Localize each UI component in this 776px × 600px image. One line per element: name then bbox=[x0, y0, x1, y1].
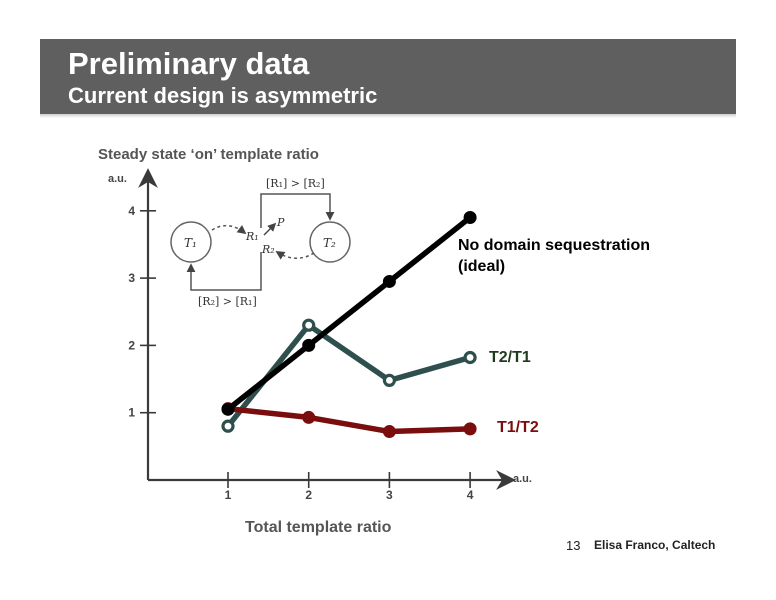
data-point bbox=[463, 422, 477, 436]
x-tick-label: 4 bbox=[467, 488, 474, 502]
series-label: T1/T2 bbox=[497, 419, 539, 436]
data-point bbox=[382, 274, 396, 288]
y-axis-unit: a.u. bbox=[108, 173, 127, 185]
inset-p-arrow bbox=[263, 222, 277, 236]
series-line bbox=[225, 405, 473, 435]
series-labels: No domain sequestration (ideal) T2/T1 T1/T2 bbox=[458, 237, 650, 436]
y-tick-label: 4 bbox=[128, 204, 135, 218]
y-tick-label: 3 bbox=[128, 271, 135, 285]
data-point bbox=[463, 211, 477, 225]
data-point bbox=[221, 402, 235, 416]
y-tick-label: 1 bbox=[128, 406, 135, 420]
x-axis-label: Total template ratio bbox=[245, 519, 392, 536]
banner-shadow bbox=[40, 114, 736, 118]
x-tick-label: 2 bbox=[305, 488, 312, 502]
data-point bbox=[382, 425, 396, 439]
page-number: 13 bbox=[566, 538, 581, 553]
axis-ticks: 1 2 3 4 1 2 3 4 bbox=[128, 204, 473, 502]
data-point bbox=[463, 350, 477, 365]
inset-r2-label: R₂ bbox=[261, 243, 275, 256]
author: Elisa Franco, Caltech bbox=[594, 538, 716, 552]
series-label: No domain sequestration (ideal) bbox=[458, 237, 650, 275]
inset-node-left bbox=[170, 221, 212, 263]
inset-node-right bbox=[309, 221, 351, 263]
inset-node-left-label: T₁ bbox=[184, 236, 197, 250]
slide-title: Preliminary data bbox=[68, 46, 310, 81]
title-banner bbox=[40, 39, 736, 114]
inset-r1-label: R₁ bbox=[245, 230, 259, 243]
series-line bbox=[225, 214, 473, 413]
inset-bottom-arrow bbox=[186, 252, 262, 291]
series-label: T2/T1 bbox=[489, 349, 531, 366]
x-tick-label: 3 bbox=[386, 488, 393, 502]
data-point bbox=[382, 373, 396, 387]
inset-dashed-arrow-right bbox=[275, 251, 315, 260]
data-point bbox=[302, 318, 316, 332]
y-tick-label: 2 bbox=[128, 338, 135, 352]
inset-diagram: T₁ T₂ [R₁] > [R₂] [R₂] > [R₁] R₁ R₂ P bbox=[170, 177, 351, 308]
inset-top-arrow bbox=[260, 193, 335, 228]
chart-title: Steady state ‘on’ template ratio bbox=[98, 146, 319, 163]
data-point bbox=[302, 338, 316, 352]
x-axis-unit: a.u. bbox=[513, 473, 532, 485]
inset-p-label: P bbox=[276, 216, 285, 229]
x-tick-label: 1 bbox=[225, 488, 232, 502]
inset-bottom-label: [R₂] > [R₁] bbox=[198, 295, 257, 308]
inset-node-right-label: T₂ bbox=[323, 236, 336, 250]
inset-dashed-arrow-left bbox=[211, 224, 247, 235]
slide-subtitle: Current design is asymmetric bbox=[68, 83, 378, 108]
inset-top-label: [R₁] > [R₂] bbox=[266, 177, 325, 190]
data-point bbox=[302, 410, 316, 424]
series-layer bbox=[221, 211, 477, 439]
data-point bbox=[221, 419, 235, 433]
